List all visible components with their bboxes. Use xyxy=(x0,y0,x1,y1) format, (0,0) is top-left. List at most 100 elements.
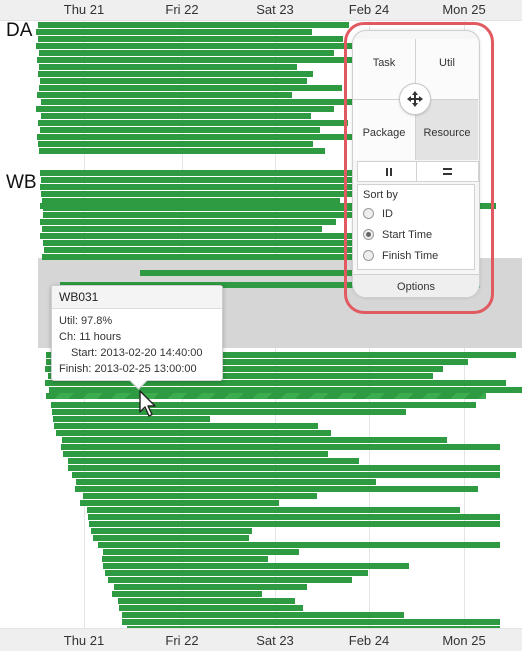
task-bar[interactable] xyxy=(54,423,318,429)
task-bar[interactable] xyxy=(114,584,307,590)
task-bar[interactable] xyxy=(45,380,506,386)
task-bar[interactable] xyxy=(80,500,279,506)
radio-button-icon[interactable] xyxy=(363,208,374,219)
task-bar[interactable] xyxy=(41,99,397,105)
task-bar[interactable] xyxy=(45,366,443,372)
task-bar[interactable] xyxy=(42,198,340,204)
task-bar[interactable] xyxy=(39,85,342,91)
sort-option-start-time[interactable]: Start Time xyxy=(358,224,474,245)
task-bar[interactable] xyxy=(88,514,500,520)
task-bar[interactable] xyxy=(48,373,433,379)
task-bar[interactable] xyxy=(63,451,328,457)
task-bar[interactable] xyxy=(37,134,395,140)
task-bar[interactable] xyxy=(102,556,268,562)
task-bar[interactable] xyxy=(52,409,406,415)
task-tooltip: WB031 Util: 97.8% Ch: 11 hours Start: 20… xyxy=(51,285,223,390)
task-bar[interactable] xyxy=(44,247,352,253)
tooltip-finish-row: Finish: 2013-02-25 13:00:00 xyxy=(52,361,222,377)
task-bar[interactable] xyxy=(61,444,500,450)
task-bar[interactable] xyxy=(42,254,371,260)
radio-button-selected-icon[interactable] xyxy=(363,229,374,240)
axis-tick: Feb 24 xyxy=(348,2,390,17)
task-bar[interactable] xyxy=(41,191,417,197)
task-bar[interactable] xyxy=(40,184,421,190)
task-bar[interactable] xyxy=(39,148,325,154)
task-bar[interactable] xyxy=(83,493,317,499)
task-bar[interactable] xyxy=(122,619,500,625)
resource-view-button[interactable]: Resource xyxy=(416,100,478,160)
tooltip-start-label: Start: xyxy=(71,347,98,359)
tooltip-ch-row: Ch: 11 hours xyxy=(52,329,222,345)
task-bar[interactable] xyxy=(89,521,500,527)
task-bar[interactable] xyxy=(38,120,348,126)
task-bar[interactable] xyxy=(93,535,249,541)
task-bar[interactable] xyxy=(91,528,252,534)
axis-tick: Thu 21 xyxy=(63,2,105,17)
task-bar[interactable] xyxy=(53,416,210,422)
task-bar[interactable] xyxy=(38,36,343,42)
task-bar[interactable] xyxy=(40,170,402,176)
task-bar[interactable] xyxy=(56,430,331,436)
task-bar[interactable] xyxy=(46,359,468,365)
task-bar[interactable] xyxy=(98,542,500,548)
task-bar[interactable] xyxy=(39,50,334,56)
sort-option-finish-time[interactable]: Finish Time xyxy=(358,245,474,266)
task-bar[interactable] xyxy=(40,78,307,84)
task-bar[interactable] xyxy=(40,233,359,239)
task-bar[interactable] xyxy=(38,22,349,28)
task-bar[interactable] xyxy=(38,71,313,77)
task-bar[interactable] xyxy=(112,591,262,597)
task-bar[interactable] xyxy=(122,612,404,618)
task-bar[interactable] xyxy=(127,626,500,628)
task-bar[interactable] xyxy=(105,570,368,576)
tooltip-ch-label: Ch: xyxy=(59,331,77,343)
task-bar[interactable] xyxy=(118,598,295,604)
task-bar-selected[interactable] xyxy=(46,393,486,399)
pause-button[interactable] xyxy=(357,161,420,182)
task-bar[interactable] xyxy=(68,458,359,464)
task-bar[interactable] xyxy=(43,240,390,246)
task-bar[interactable] xyxy=(37,92,292,98)
task-bar[interactable] xyxy=(36,43,382,49)
task-bar[interactable] xyxy=(76,479,376,485)
timeline-axis-bottom: Thu 21 Fri 22 Sat 23 Feb 24 Mon 25 xyxy=(0,628,522,651)
task-bar[interactable] xyxy=(36,29,312,35)
task-bar[interactable] xyxy=(41,177,353,183)
task-bar[interactable] xyxy=(49,387,522,393)
task-bar[interactable] xyxy=(39,64,297,70)
task-bar[interactable] xyxy=(37,57,372,63)
task-bar[interactable] xyxy=(62,437,447,443)
task-bar[interactable] xyxy=(75,486,478,492)
task-bar[interactable] xyxy=(40,203,496,209)
task-bar[interactable] xyxy=(36,106,334,112)
task-bar[interactable] xyxy=(108,577,352,583)
task-bar[interactable] xyxy=(60,282,480,288)
task-bar[interactable] xyxy=(103,549,299,555)
task-bar[interactable] xyxy=(43,212,391,218)
radio-button-icon[interactable] xyxy=(363,250,374,261)
task-bar[interactable] xyxy=(46,352,516,358)
task-bar[interactable] xyxy=(41,113,311,119)
task-bar[interactable] xyxy=(42,226,322,232)
resource-view-label: Resource xyxy=(423,127,471,139)
pan-button[interactable] xyxy=(399,83,431,115)
tooltip-title: WB031 xyxy=(52,286,222,309)
sort-by-group: Sort by ID Start Time Finish Time xyxy=(357,184,475,270)
tooltip-util-row: Util: 97.8% xyxy=(52,313,222,329)
task-bar[interactable] xyxy=(51,402,476,408)
task-bar[interactable] xyxy=(119,605,303,611)
sort-option-label: Start Time xyxy=(382,228,433,241)
task-bar[interactable] xyxy=(40,219,336,225)
group-label-wb: WB xyxy=(6,172,37,193)
gantt-chart[interactable] xyxy=(0,20,522,628)
task-bar[interactable] xyxy=(103,563,409,569)
task-bar[interactable] xyxy=(68,465,500,471)
task-bar[interactable] xyxy=(38,141,313,147)
task-bar[interactable] xyxy=(87,507,460,513)
task-bar[interactable] xyxy=(40,127,320,133)
equals-button[interactable] xyxy=(416,161,479,182)
task-bar[interactable] xyxy=(140,270,480,276)
sort-option-id[interactable]: ID xyxy=(358,203,474,224)
options-button[interactable]: Options xyxy=(353,274,479,297)
task-bar[interactable] xyxy=(72,472,500,478)
